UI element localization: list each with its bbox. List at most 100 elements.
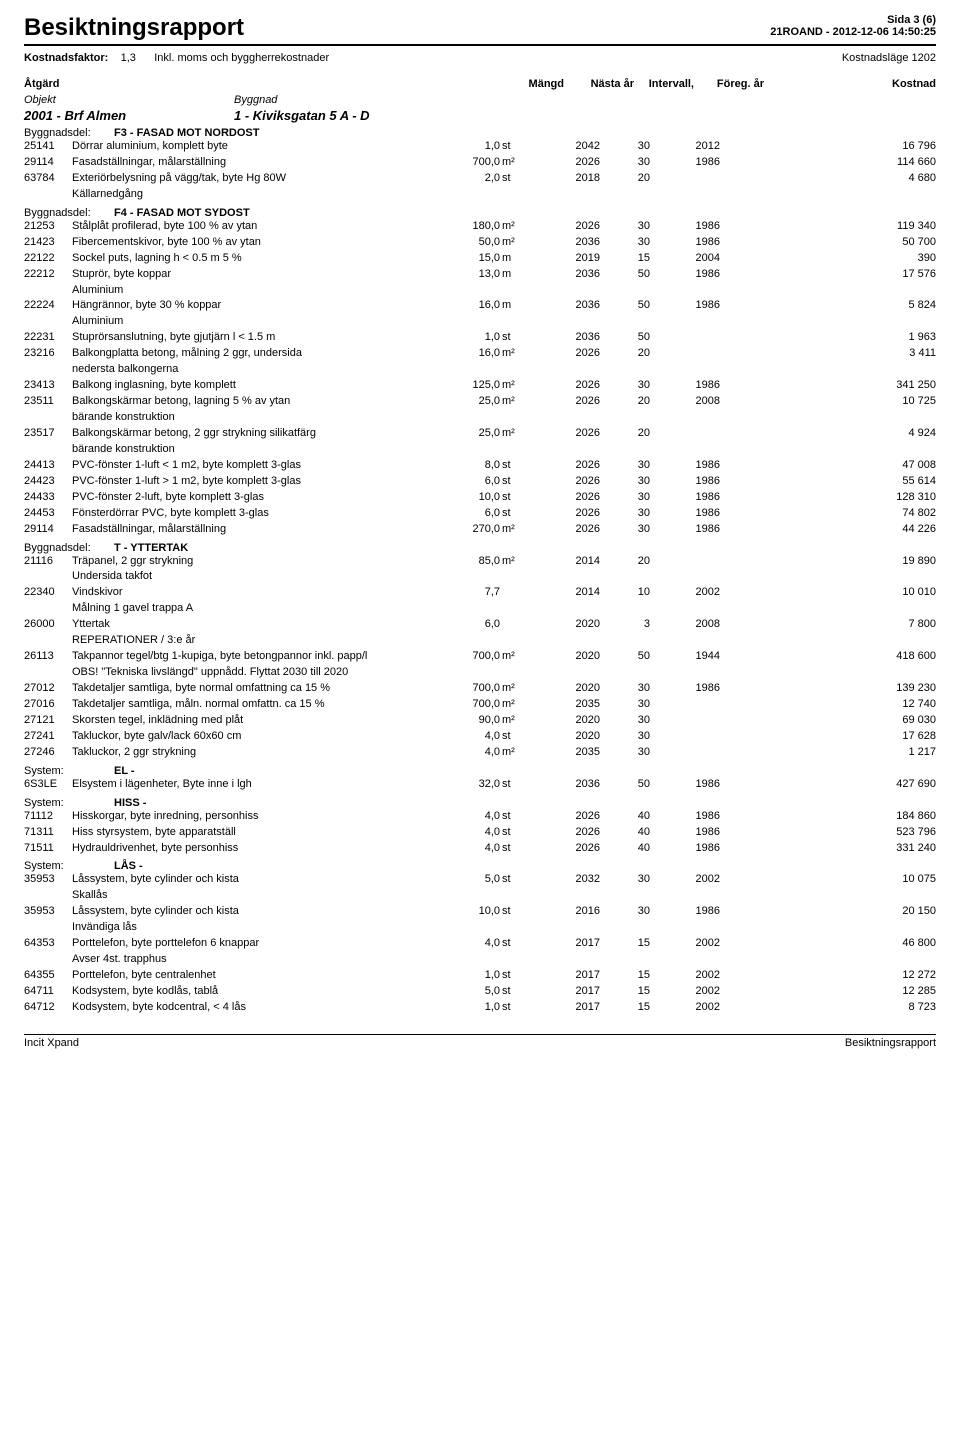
cell-code: 24433: [24, 490, 72, 506]
cell-prev-year: [650, 330, 720, 346]
divider: [24, 44, 936, 46]
cell-qty: 4,0: [452, 936, 500, 952]
cell-prev-year: 1986: [650, 522, 720, 538]
cell-year: 2026: [530, 155, 600, 171]
cell-interval: 30: [600, 904, 650, 920]
cost-mode: Kostnadsläge 1202: [842, 52, 936, 64]
cell-year: 2026: [530, 809, 600, 825]
table-row: 23517Balkongskärmar betong, 2 ggr strykn…: [24, 426, 936, 442]
cell-interval: 30: [600, 697, 650, 713]
cell-year: 2026: [530, 394, 600, 410]
table-row: 27246Takluckor, 2 ggr strykning4,0m²2035…: [24, 745, 936, 761]
table-row: 22122Sockel puts, lagning h < 0.5 m 5 %1…: [24, 251, 936, 267]
cell-prev-year: 2012: [650, 139, 720, 155]
row-note: bärande konstruktion: [24, 410, 936, 426]
cell-unit: [500, 585, 530, 601]
cell-prev-year: 1986: [650, 267, 720, 283]
table-row: 21116Träpanel, 2 ggr strykning85,0m²2014…: [24, 554, 936, 570]
cell-desc: Träpanel, 2 ggr strykning: [72, 554, 452, 570]
section-value: T - YTTERTAK: [114, 542, 188, 554]
cell-interval: 20: [600, 394, 650, 410]
cell-cost: 128 310: [720, 490, 936, 506]
cell-interval: 30: [600, 506, 650, 522]
cell-desc: Balkong inglasning, byte komplett: [72, 378, 452, 394]
cell-unit: m: [500, 251, 530, 267]
section-label: Byggnadsdel:: [24, 542, 114, 554]
cell-qty: 4,0: [452, 841, 500, 857]
row-note: Aluminium: [24, 283, 936, 299]
cell-year: 2020: [530, 649, 600, 665]
cell-desc: Vindskivor: [72, 585, 452, 601]
cell-code: 35953: [24, 904, 72, 920]
cell-qty: 6,0: [452, 617, 500, 633]
cell-prev-year: 1986: [650, 506, 720, 522]
cell-desc: Sockel puts, lagning h < 0.5 m 5 %: [72, 251, 452, 267]
cell-prev-year: 1986: [650, 474, 720, 490]
table-row: 27121Skorsten tegel, inklädning med plåt…: [24, 713, 936, 729]
cell-year: 2017: [530, 984, 600, 1000]
table-row: 22224Hängrännor, byte 30 % koppar16,0m20…: [24, 298, 936, 314]
cell-cost: 4 680: [720, 171, 936, 187]
row-note: bärande konstruktion: [24, 442, 936, 458]
cell-prev-year: 2002: [650, 968, 720, 984]
cell-year: 2017: [530, 936, 600, 952]
cell-desc: Takdetaljer samtliga, måln. normal omfat…: [72, 697, 452, 713]
cell-unit: st: [500, 904, 530, 920]
cell-desc: Porttelefon, byte porttelefon 6 knappar: [72, 936, 452, 952]
cell-year: 2026: [530, 458, 600, 474]
cell-interval: 30: [600, 155, 650, 171]
cell-interval: 40: [600, 841, 650, 857]
cell-cost: 8 723: [720, 1000, 936, 1016]
cell-code: 27241: [24, 729, 72, 745]
data-table: Byggnadsdel:F3 - FASAD MOT NORDOST25141D…: [24, 127, 936, 1016]
page-number: Sida 3 (6): [770, 14, 936, 26]
table-row: 23511Balkongskärmar betong, lagning 5 % …: [24, 394, 936, 410]
cell-desc: Yttertak: [72, 617, 452, 633]
cell-unit: m²: [500, 346, 530, 362]
cell-cost: 341 250: [720, 378, 936, 394]
cell-code: 24453: [24, 506, 72, 522]
cell-prev-year: [650, 745, 720, 761]
cell-interval: 30: [600, 139, 650, 155]
cell-prev-year: 1986: [650, 825, 720, 841]
cell-code: 26113: [24, 649, 72, 665]
cell-interval: 50: [600, 298, 650, 314]
cell-qty: 4,0: [452, 809, 500, 825]
cell-interval: 15: [600, 936, 650, 952]
table-row: 24453Fönsterdörrar PVC, byte komplett 3-…: [24, 506, 936, 522]
cell-cost: 44 226: [720, 522, 936, 538]
cell-unit: st: [500, 1000, 530, 1016]
cell-year: 2020: [530, 681, 600, 697]
section-label: System:: [24, 765, 114, 777]
table-row: 6S3LEElsystem i lägenheter, Byte inne i …: [24, 777, 936, 793]
row-note: Invändiga lås: [24, 920, 936, 936]
cell-year: 2036: [530, 235, 600, 251]
table-row: 35953Låssystem, byte cylinder och kista5…: [24, 872, 936, 888]
cell-year: 2035: [530, 697, 600, 713]
section-label: System:: [24, 797, 114, 809]
cell-desc: Fasadställningar, målarställning: [72, 522, 452, 538]
row-note: Aluminium: [24, 314, 936, 330]
cell-unit: m²: [500, 155, 530, 171]
cell-code: 21253: [24, 219, 72, 235]
col-nasta-ar: Nästa år: [564, 78, 634, 90]
table-row: 71311Hiss styrsystem, byte apparatställ4…: [24, 825, 936, 841]
cell-interval: 50: [600, 649, 650, 665]
footer-left: Incit Xpand: [24, 1037, 79, 1049]
cell-desc: Låssystem, byte cylinder och kista: [72, 904, 452, 920]
cell-unit: m²: [500, 522, 530, 538]
col-kostnad: Kostnad: [764, 78, 936, 90]
cell-unit: m²: [500, 426, 530, 442]
cell-cost: 114 660: [720, 155, 936, 171]
cell-unit: m²: [500, 713, 530, 729]
cell-cost: 16 796: [720, 139, 936, 155]
table-row: 64355Porttelefon, byte centralenhet1,0st…: [24, 968, 936, 984]
cell-interval: 20: [600, 554, 650, 570]
cell-unit: st: [500, 777, 530, 793]
cell-prev-year: [650, 171, 720, 187]
table-row: 21253Stålplåt profilerad, byte 100 % av …: [24, 219, 936, 235]
cell-desc: Stuprör, byte koppar: [72, 267, 452, 283]
cell-year: 2036: [530, 777, 600, 793]
cell-desc: Fibercementskivor, byte 100 % av ytan: [72, 235, 452, 251]
row-note: nedersta balkongerna: [24, 362, 936, 378]
